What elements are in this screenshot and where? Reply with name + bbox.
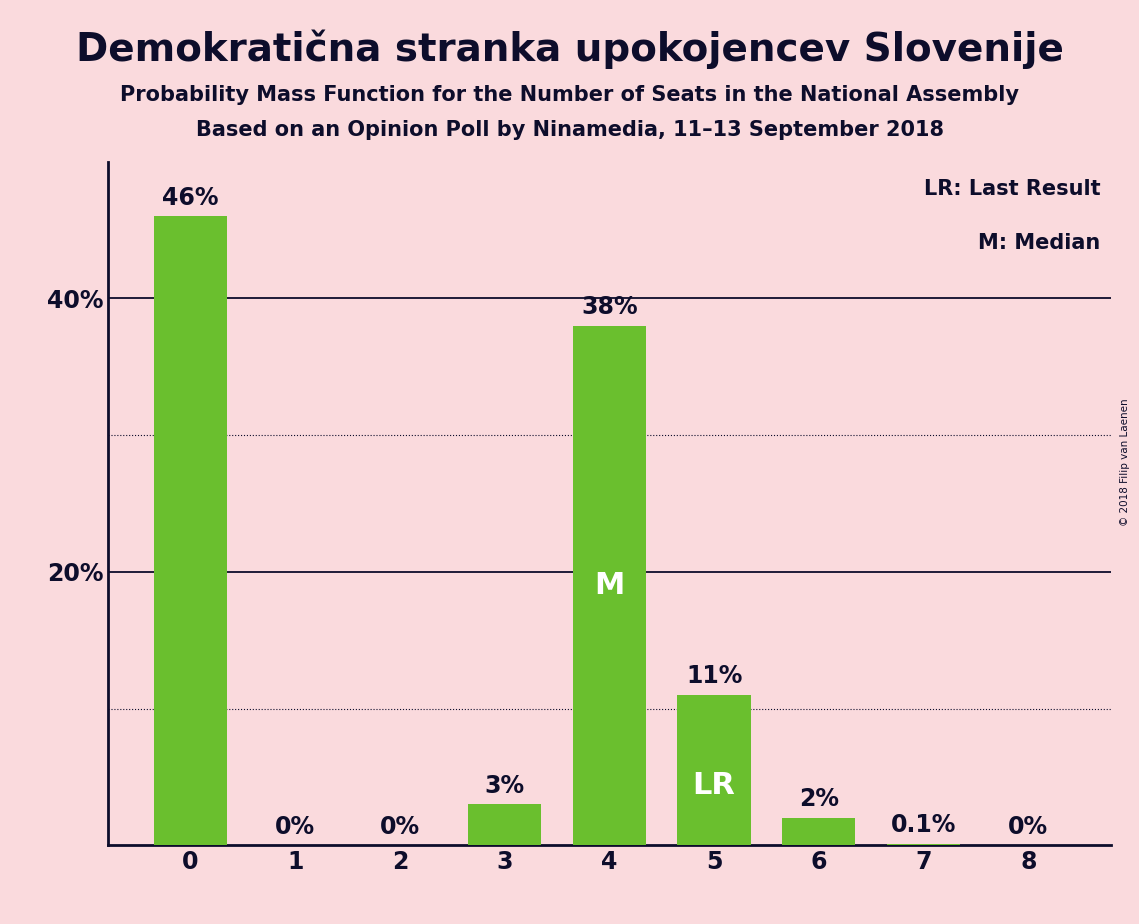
Text: 0%: 0% (379, 815, 420, 839)
Text: M: M (595, 571, 624, 600)
Text: 0%: 0% (276, 815, 316, 839)
Text: Based on an Opinion Poll by Ninamedia, 11–13 September 2018: Based on an Opinion Poll by Ninamedia, 1… (196, 120, 943, 140)
Text: 11%: 11% (686, 664, 743, 688)
Bar (154, 216, 227, 845)
Bar (782, 818, 855, 845)
Text: 0%: 0% (1008, 815, 1048, 839)
Text: 3%: 3% (484, 773, 525, 797)
Text: 2%: 2% (798, 787, 838, 811)
Text: © 2018 Filip van Laenen: © 2018 Filip van Laenen (1121, 398, 1130, 526)
Bar (573, 326, 646, 845)
Text: LR: Last Result: LR: Last Result (924, 179, 1100, 199)
Bar (468, 805, 541, 845)
Text: Probability Mass Function for the Number of Seats in the National Assembly: Probability Mass Function for the Number… (120, 85, 1019, 105)
Text: M: Median: M: Median (978, 234, 1100, 253)
Text: 38%: 38% (581, 295, 638, 319)
Text: 0.1%: 0.1% (891, 813, 957, 837)
Text: Demokratična stranka upokojencev Slovenije: Demokratična stranka upokojencev Sloveni… (75, 30, 1064, 69)
Text: LR: LR (693, 771, 736, 800)
Text: 46%: 46% (162, 186, 219, 210)
Bar (678, 695, 751, 845)
